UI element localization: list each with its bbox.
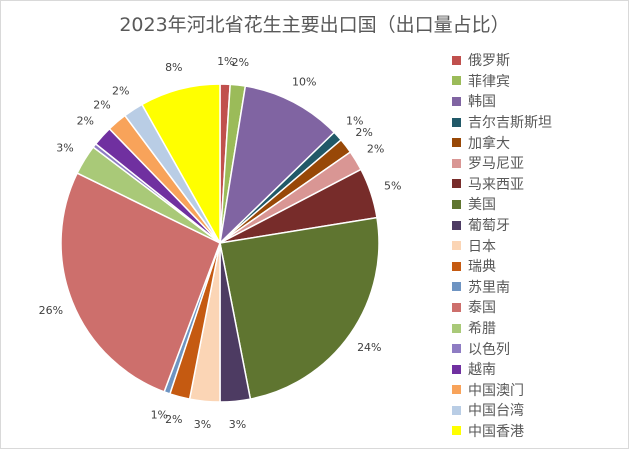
legend-swatch xyxy=(452,55,461,65)
legend-swatch xyxy=(452,385,461,395)
legend-item: 吉尔吉斯斯坦 xyxy=(452,112,552,133)
legend-item: 希腊 xyxy=(452,318,552,339)
legend-item: 日本 xyxy=(452,235,552,256)
legend-label: 加拿大 xyxy=(468,135,510,152)
chart-title: 2023年河北省花生主要出口国（出口量占比） xyxy=(119,14,510,36)
legend-label: 美国 xyxy=(468,197,496,214)
legend-swatch xyxy=(452,241,461,251)
legend-item: 以色列 xyxy=(452,338,552,359)
data-label: 2% xyxy=(355,126,372,139)
legend-label: 泰国 xyxy=(468,300,496,317)
pie-slice xyxy=(60,172,221,393)
legend-label: 菲律宾 xyxy=(468,73,510,90)
legend-item: 美国 xyxy=(452,194,552,215)
legend-label: 马来西亚 xyxy=(468,176,524,193)
legend-label: 中国香港 xyxy=(468,423,524,440)
legend-label: 韩国 xyxy=(468,94,496,111)
legend-label: 吉尔吉斯斯坦 xyxy=(468,115,552,132)
legend-swatch xyxy=(452,344,461,354)
legend-label: 中国台湾 xyxy=(468,403,524,420)
legend-item: 菲律宾 xyxy=(452,71,552,92)
legend-swatch xyxy=(452,364,461,374)
legend-label: 瑞典 xyxy=(468,259,496,276)
data-label: 3% xyxy=(194,418,211,431)
data-label: 1% xyxy=(346,115,363,128)
legend-swatch xyxy=(452,282,461,292)
legend-swatch xyxy=(452,158,461,168)
legend-item: 瑞典 xyxy=(452,256,552,277)
legend-swatch xyxy=(452,323,461,333)
data-label: 26% xyxy=(39,304,63,317)
data-label: 3% xyxy=(229,418,246,431)
data-label: 8% xyxy=(165,61,182,74)
data-label: 3% xyxy=(56,142,73,155)
data-label: 1% xyxy=(151,409,168,422)
legend-item: 泰国 xyxy=(452,297,552,318)
legend-swatch xyxy=(452,199,461,209)
legend-swatch xyxy=(452,76,461,86)
legend-label: 罗马尼亚 xyxy=(468,156,524,173)
data-label: 2% xyxy=(112,85,129,98)
legend-item: 葡萄牙 xyxy=(452,215,552,236)
legend-item: 加拿大 xyxy=(452,132,552,153)
legend-swatch xyxy=(452,261,461,271)
data-label: 24% xyxy=(357,341,381,354)
legend-label: 越南 xyxy=(468,362,496,379)
legend-label: 苏里南 xyxy=(468,279,510,296)
legend-swatch xyxy=(452,117,461,127)
legend-item: 中国澳门 xyxy=(452,380,552,401)
data-label: 2% xyxy=(93,98,110,111)
legend-swatch xyxy=(452,96,461,106)
pie-slice xyxy=(140,83,221,246)
legend-swatch xyxy=(452,179,461,189)
legend-item: 中国香港 xyxy=(452,421,552,442)
legend-item: 中国台湾 xyxy=(452,400,552,421)
legend-label: 希腊 xyxy=(468,321,496,338)
legend-item: 罗马尼亚 xyxy=(452,153,552,174)
data-label: 1% xyxy=(217,55,234,68)
legend-label: 以色列 xyxy=(468,341,510,358)
legend-item: 越南 xyxy=(452,359,552,380)
legend-item: 马来西亚 xyxy=(452,174,552,195)
chart-legend: 俄罗斯菲律宾韩国吉尔吉斯斯坦 加拿大罗马尼亚马来西亚美国葡萄牙日本瑞典苏里南泰国希… xyxy=(452,50,552,441)
legend-label: 葡萄牙 xyxy=(468,218,510,235)
data-label: 2% xyxy=(367,143,384,156)
legend-swatch xyxy=(452,138,461,148)
legend-label: 中国澳门 xyxy=(468,382,524,399)
legend-item: 俄罗斯 xyxy=(452,50,552,71)
legend-item: 苏里南 xyxy=(452,277,552,298)
data-label: 10% xyxy=(292,76,316,89)
data-label: 2% xyxy=(77,115,94,128)
legend-label: 日本 xyxy=(468,238,496,255)
data-label: 2% xyxy=(165,413,182,426)
data-label: 2% xyxy=(232,56,249,69)
data-label: 5% xyxy=(384,180,401,193)
pie-slice xyxy=(218,85,336,246)
pie-slice xyxy=(219,216,380,400)
legend-item: 韩国 xyxy=(452,91,552,112)
legend-swatch xyxy=(452,426,461,436)
legend-swatch xyxy=(452,220,461,230)
legend-swatch xyxy=(452,302,461,312)
legend-label: 俄罗斯 xyxy=(468,53,510,70)
legend-swatch xyxy=(452,405,461,415)
